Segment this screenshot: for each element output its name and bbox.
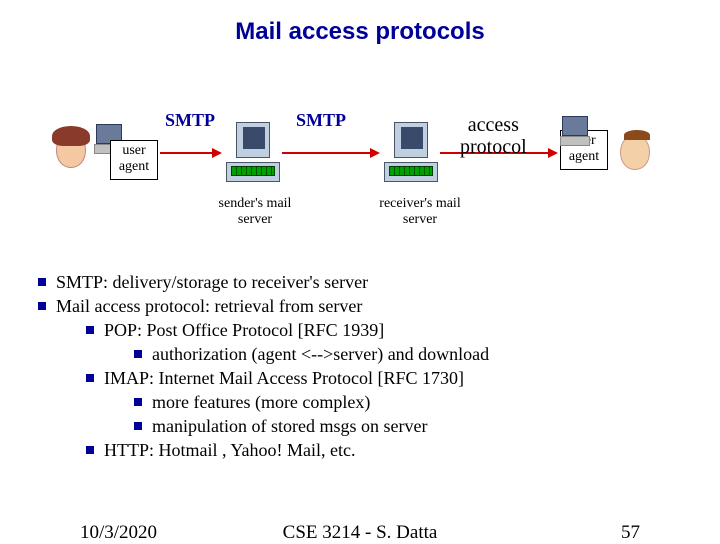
- arrow-smtp-2: [282, 152, 378, 154]
- footer-page-number: 57: [621, 522, 640, 544]
- list-item: Mail access protocol: retrieval from ser…: [34, 294, 700, 462]
- mail-diagram: user agent SMTP SMTP access protocol use…: [0, 110, 720, 240]
- list-item: more features (more complex): [130, 390, 700, 414]
- computer-right-icon: [560, 116, 590, 146]
- list-item: authorization (agent <-->server) and dow…: [130, 342, 700, 366]
- receiver-server-icon: [384, 122, 438, 182]
- arrow-smtp-1: [160, 152, 220, 154]
- receiver-server-label: receiver's mail server: [350, 196, 490, 228]
- sender-server-label: sender's mail server: [190, 196, 320, 228]
- list-item: HTTP: Hotmail , Yahoo! Mail, etc.: [82, 438, 700, 462]
- user-right-icon: [620, 134, 656, 180]
- bullet-list: SMTP: delivery/storage to receiver's ser…: [34, 270, 700, 462]
- sender-server-icon: [226, 122, 280, 182]
- footer-course: CSE 3214 - S. Datta: [0, 522, 720, 544]
- user-agent-left: user agent: [110, 140, 158, 180]
- smtp-label-1: SMTP: [165, 110, 215, 131]
- smtp-label-2: SMTP: [296, 110, 346, 131]
- access-protocol-label: access protocol: [460, 114, 527, 158]
- list-item: POP: Post Office Protocol [RFC 1939]auth…: [82, 318, 700, 366]
- page-title: Mail access protocols: [0, 18, 720, 46]
- list-item: manipulation of stored msgs on server: [130, 414, 700, 438]
- user-left-icon: [56, 132, 92, 178]
- list-item: SMTP: delivery/storage to receiver's ser…: [34, 270, 700, 294]
- list-item: IMAP: Internet Mail Access Protocol [RFC…: [82, 366, 700, 438]
